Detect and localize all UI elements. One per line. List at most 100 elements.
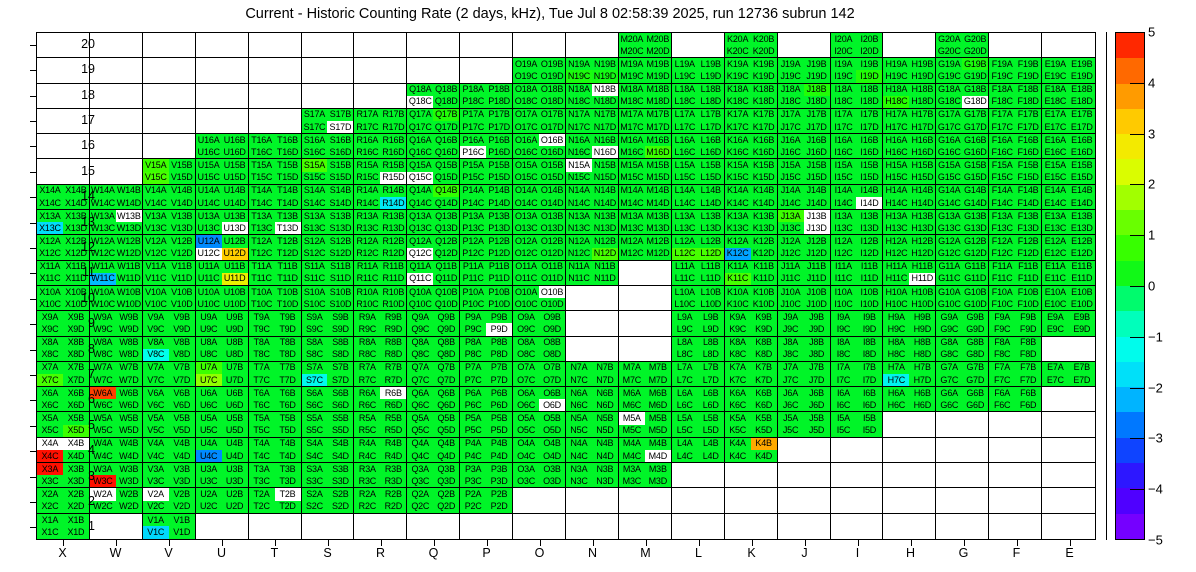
pmt-L11B: L11B [697,260,724,273]
pmt-L10A: L10A [671,285,698,299]
pmt-R12A: R12A [354,235,381,248]
pmt-V8C: V8C [142,348,169,361]
pmt-T10B: T10B [274,285,301,299]
heatmap-cell-E7: E7A E7B E7C E7D [1042,361,1095,388]
pmt-T6C: T6C [248,399,275,412]
pmt-F14B: F14B [1015,184,1042,197]
pmt-Q12B: Q12B [433,235,460,248]
pmt-P5A: P5A [460,412,487,425]
x-tick-mark-S [327,540,329,546]
pmt-F18B: F18B [1015,83,1042,96]
pmt-W14C: W14C [89,196,116,210]
heatmap-cell-empty [724,463,778,489]
heatmap-cell-E11: E11A E11B E11C E11D [1042,260,1095,286]
heatmap-cell-empty [89,58,143,84]
pmt-K5D: K5D [750,424,777,437]
pmt-O16A: O16A [513,134,540,147]
heatmap-cell-L19: L19A L19B L19C L19D [671,58,725,84]
pmt-K11B: K11B [750,260,777,273]
pmt-U16A: U16A [195,134,222,147]
heatmap-cell-O18: O18A O18B O18C O18D [513,83,566,109]
pmt-N3C: N3C [566,475,592,488]
pmt-R6A: R6A [354,387,381,400]
y-tick-label-13: 13 [81,214,95,229]
heatmap-cell-empty [618,488,672,514]
y-tick-mark-3 [30,476,36,478]
pmt-T13D: T13D [274,222,301,235]
pmt-V14A: V14A [142,184,169,197]
pmt-Q6B: Q6B [433,387,460,400]
pmt-W4C: W4C [89,449,116,463]
pmt-M12B: M12B [644,235,671,248]
pmt-J17B: J17B [803,108,830,122]
heatmap-cell-L14: L14A L14B L14C L14D [671,184,725,211]
pmt-W6D: W6D [115,399,142,412]
pmt-H9A: H9A [883,311,910,324]
pmt-S5B: S5B [327,412,354,425]
pmt-W5C: W5C [89,424,116,437]
heatmap-cell-K14: K14A K14B K14C K14D [724,184,778,211]
pmt-T14A: T14A [248,184,275,197]
pmt-U14C: U14C [195,196,222,210]
pmt-T9D: T9D [274,323,301,336]
pmt-O8A: O8A [513,336,540,349]
pmt-F8A: F8A [989,336,1016,349]
pmt-N5D: N5D [591,424,618,437]
pmt-S10A: S10A [301,285,328,299]
pmt-I5D: I5D [856,424,883,437]
pmt-S12A: S12A [301,235,328,248]
pmt-O10C: O10C [513,298,540,311]
pmt-Q18A: Q18A [407,83,434,96]
pmt-T2D: T2D [274,500,301,513]
pmt-O13A: O13A [513,210,540,223]
pmt-H19A: H19A [883,58,910,71]
pmt-H14D: H14D [909,196,936,210]
heatmap-cell-empty [777,437,831,464]
pmt-P2A: P2A [460,488,487,501]
heatmap-cell-F14: F14A F14B F14C F14D [989,184,1043,211]
pmt-M7A: M7A [618,361,645,375]
pmt-G16A: G16A [936,134,963,147]
pmt-S6A: S6A [301,387,328,400]
pmt-L4A: L4A [671,437,698,450]
x-tick-mark-V [168,540,170,546]
y-tick-mark-5 [30,425,36,427]
pmt-P13D: P13D [486,222,513,235]
heatmap-cell-T5: T5A T5B T5C T5D [248,412,302,438]
heatmap-cell-K20: K20A K20B K20C K20D [724,33,778,59]
pmt-L8B: L8B [697,336,724,349]
heatmap-cell-empty [248,513,302,539]
pmt-E7A: E7A [1042,361,1069,375]
heatmap-cell-O6: O6A O6B O6C O6D [513,387,566,413]
x-tick-mark-K [751,540,753,546]
pmt-O5A: O5A [513,412,540,425]
pmt-J8B: J8B [803,336,830,349]
pmt-K8D: K8D [750,348,777,361]
pmt-L5D: L5D [697,424,724,437]
pmt-U4A: U4A [195,437,222,450]
pmt-V9D: V9D [168,323,195,336]
heatmap-cell-empty [37,58,90,84]
pmt-X14D: X14D [62,196,89,210]
pmt-P14D: P14D [486,196,513,210]
pmt-X4C: X4C [37,449,63,463]
pmt-E14D: E14D [1068,196,1095,210]
pmt-Q14B: Q14B [433,184,460,197]
heatmap-cell-S17: S17A S17B S17C S17D [301,108,355,135]
heatmap-cell-H18: H18A H18B H18C H18D [883,83,937,109]
pmt-X14A: X14A [37,184,63,197]
colorbar-tick-label--5: −5 [1148,532,1163,548]
colorbar-band [1116,83,1144,109]
pmt-H15B: H15B [909,159,936,172]
pmt-U13B: U13B [221,210,248,223]
pmt-Q12D: Q12D [433,247,460,260]
pmt-M17D: M17D [644,121,671,134]
heatmap-cell-V10: V10A V10B V10C V10D [142,285,196,312]
pmt-R3C: R3C [354,475,381,488]
pmt-J8C: J8C [777,348,804,361]
pmt-R3A: R3A [354,463,381,476]
pmt-L11C: L11C [671,272,698,285]
pmt-F7B: F7B [1015,361,1042,375]
pmt-I20A: I20A [830,33,857,46]
pmt-V14B: V14B [168,184,195,197]
